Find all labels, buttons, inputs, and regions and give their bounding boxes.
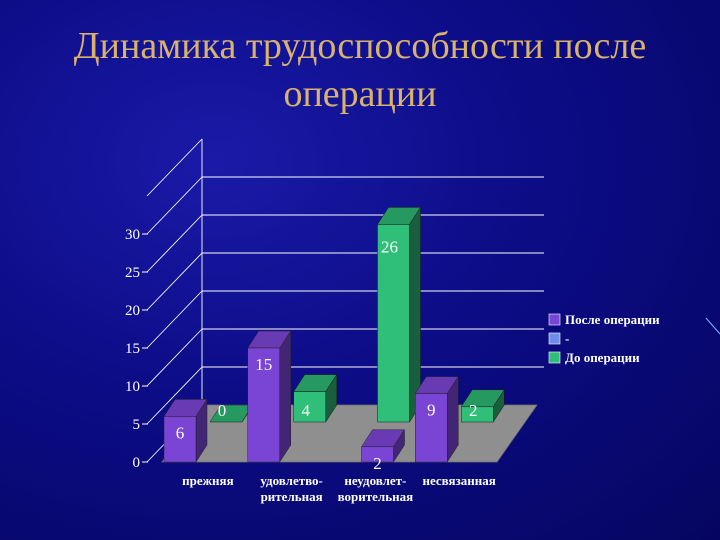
legend-swatch (548, 351, 561, 364)
slide-title-line-2: операции (283, 73, 437, 115)
data-label-before: 2 (469, 401, 478, 420)
data-label: 9 (427, 401, 436, 420)
decorative-line (705, 317, 720, 335)
legend-label: После операции (565, 312, 660, 327)
y-axis-ticks: 0 5 10 15 20 25 30 (125, 227, 148, 471)
y-tick-label: 5 (133, 417, 141, 433)
x-category-label: несвязанная (422, 473, 495, 488)
y-tick-label: 20 (125, 303, 140, 319)
gridline-side (146, 328, 203, 387)
bar-after-front (361, 446, 394, 463)
bar-before-front (461, 406, 494, 423)
bar-before-front (293, 391, 326, 423)
slide-title: Динамика трудоспособности после операции (0, 22, 720, 118)
y-tick-label: 0 (133, 455, 141, 471)
legend-label: До операции (565, 350, 640, 365)
bar-before-front (377, 224, 410, 423)
y-tick-label: 25 (125, 265, 140, 281)
slide-title-line-1: Динамика трудоспособности после (73, 25, 647, 67)
data-label: 6 (176, 423, 185, 442)
data-label-before: 4 (302, 401, 311, 420)
x-category-label: рительная (261, 489, 323, 504)
gridline-side (146, 214, 203, 273)
data-label: 15 (255, 355, 272, 374)
bar-after-front (247, 347, 280, 463)
x-category-label: неудовлет- (344, 473, 406, 488)
y-tick-label: 15 (125, 341, 140, 357)
data-label: 2 (373, 454, 382, 473)
chart-data-labels: 0 6 4 15 26 2 2 9 (176, 237, 478, 472)
gridline-side (146, 138, 203, 197)
gridline-side (146, 290, 203, 349)
bar-after-front (415, 393, 448, 463)
y-tick-label: 10 (125, 379, 140, 395)
chart-legend: После операции - До операции (548, 312, 660, 365)
bar-after-front (163, 416, 197, 463)
chart-gridlines (146, 138, 544, 463)
gridline-side (146, 176, 203, 235)
bar-after-side (279, 330, 291, 463)
legend-swatch (548, 313, 561, 326)
x-category-label: ворительная (338, 489, 414, 504)
y-tick-label: 30 (125, 227, 140, 243)
chart-bars (163, 206, 505, 463)
gridline-side (146, 366, 203, 425)
x-axis-categories: прежняя удовлетво-рительная неудовлет-вори… (182, 473, 496, 504)
legend-label: - (565, 331, 569, 346)
x-category-label: удовлетво- (260, 473, 323, 488)
data-label-before: 26 (381, 237, 398, 256)
x-category-label: прежняя (182, 473, 233, 488)
data-label-before: 0 (218, 401, 227, 420)
legend-swatch (548, 332, 561, 345)
gridline-side (146, 252, 203, 311)
